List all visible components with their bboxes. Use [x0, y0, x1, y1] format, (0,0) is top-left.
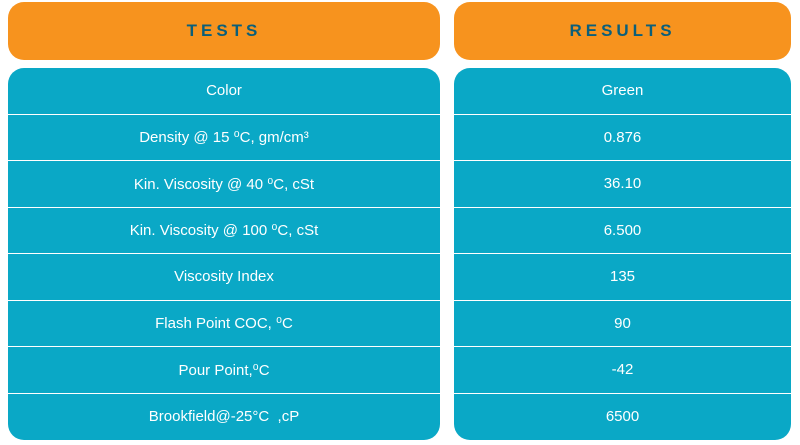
tests-header: TESTS: [8, 2, 440, 60]
test-row-flash-point: Flash Point COC, ⁰C: [8, 301, 440, 347]
tests-header-label: TESTS: [186, 21, 262, 40]
result-row-density: 0.876: [454, 115, 791, 161]
results-header-label: RESULTS: [569, 21, 676, 40]
test-row-density: Density @ 15 ⁰C, gm/cm³: [8, 115, 440, 161]
test-row-color: Color: [8, 68, 440, 115]
result-row-kin-viscosity-40: 36.10: [454, 161, 791, 208]
tests-column: Color Density @ 15 ⁰C, gm/cm³ Kin. Visco…: [8, 68, 440, 440]
result-row-kin-viscosity-100: 6.500: [454, 208, 791, 254]
test-row-viscosity-index: Viscosity Index: [8, 254, 440, 301]
results-column: Green 0.876 36.10 6.500 135 90 -42 6500: [454, 68, 791, 440]
results-header: RESULTS: [454, 2, 791, 60]
test-row-pour-point: Pour Point,⁰C: [8, 347, 440, 394]
test-row-brookfield: Brookfield@-25°C ,cP: [148, 408, 300, 426]
result-row-color: Green: [454, 68, 791, 115]
test-row-kin-viscosity-40: Kin. Viscosity @ 40 ⁰C, cSt: [8, 161, 440, 208]
result-row-flash-point: 90: [454, 301, 791, 347]
result-row-pour-point: -42: [454, 347, 791, 394]
result-row-brookfield: 6500: [605, 408, 640, 426]
test-row-kin-viscosity-100: Kin. Viscosity @ 100 ⁰C, cSt: [8, 208, 440, 254]
result-row-viscosity-index: 135: [454, 254, 791, 301]
